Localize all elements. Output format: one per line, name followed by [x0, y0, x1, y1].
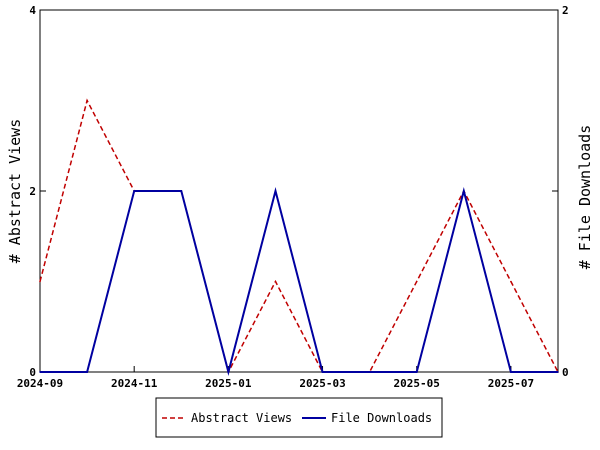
data-point-abstract-views	[86, 99, 88, 102]
y-tick-label: 2	[29, 185, 36, 198]
data-point-file-downloads	[510, 371, 512, 373]
x-tick-label: 2025-01	[205, 377, 252, 390]
series-line-abstract-views	[39, 98, 559, 375]
x-tick-label: 2024-09	[17, 377, 63, 390]
x-tick-label: 2025-07	[488, 377, 534, 390]
plot-frame	[39, 9, 559, 373]
series-layer	[39, 98, 559, 376]
data-point-file-downloads	[86, 371, 88, 373]
y-tick-label: 0	[29, 366, 36, 379]
data-point-file-downloads	[39, 371, 41, 373]
y2-tick-label: 0	[562, 366, 569, 379]
y2-axis-ticks: 02	[552, 4, 569, 379]
data-point-file-downloads	[463, 190, 465, 192]
y-tick-label: 4	[29, 4, 36, 17]
legend: Abstract Views File Downloads	[155, 397, 443, 438]
data-point-abstract-views	[274, 280, 277, 283]
data-point-file-downloads	[415, 371, 418, 373]
data-point-file-downloads	[557, 371, 559, 373]
data-point-file-downloads	[321, 371, 324, 373]
y-axis-title: # Abstract Views	[6, 119, 24, 264]
legend-label-abstract-views: Abstract Views	[191, 411, 292, 425]
y2-tick-label: 2	[562, 4, 569, 17]
y-axis-ticks: 0 2 4	[29, 4, 46, 379]
x-tick-label: 2025-03	[299, 377, 345, 390]
data-point-abstract-views	[510, 280, 512, 283]
data-point-abstract-views	[39, 280, 41, 283]
data-point-file-downloads	[368, 371, 371, 373]
data-point-file-downloads	[180, 190, 183, 192]
x-tick-label: 2024-11	[111, 377, 158, 390]
data-point-abstract-views	[415, 280, 418, 283]
data-point-file-downloads	[133, 190, 135, 192]
series-line-file-downloads	[40, 187, 558, 376]
data-point-file-downloads	[274, 190, 277, 192]
data-point-file-downloads	[227, 371, 230, 373]
x-tick-label: 2025-05	[394, 377, 440, 390]
legend-label-file-downloads: File Downloads	[331, 411, 432, 425]
x-axis-ticks: 2024-09 2024-11 2025-01 2025-03 2025-05 2025-…	[17, 366, 534, 390]
y2-axis-title: # File Downloads	[576, 125, 594, 270]
legend-box	[155, 397, 443, 438]
